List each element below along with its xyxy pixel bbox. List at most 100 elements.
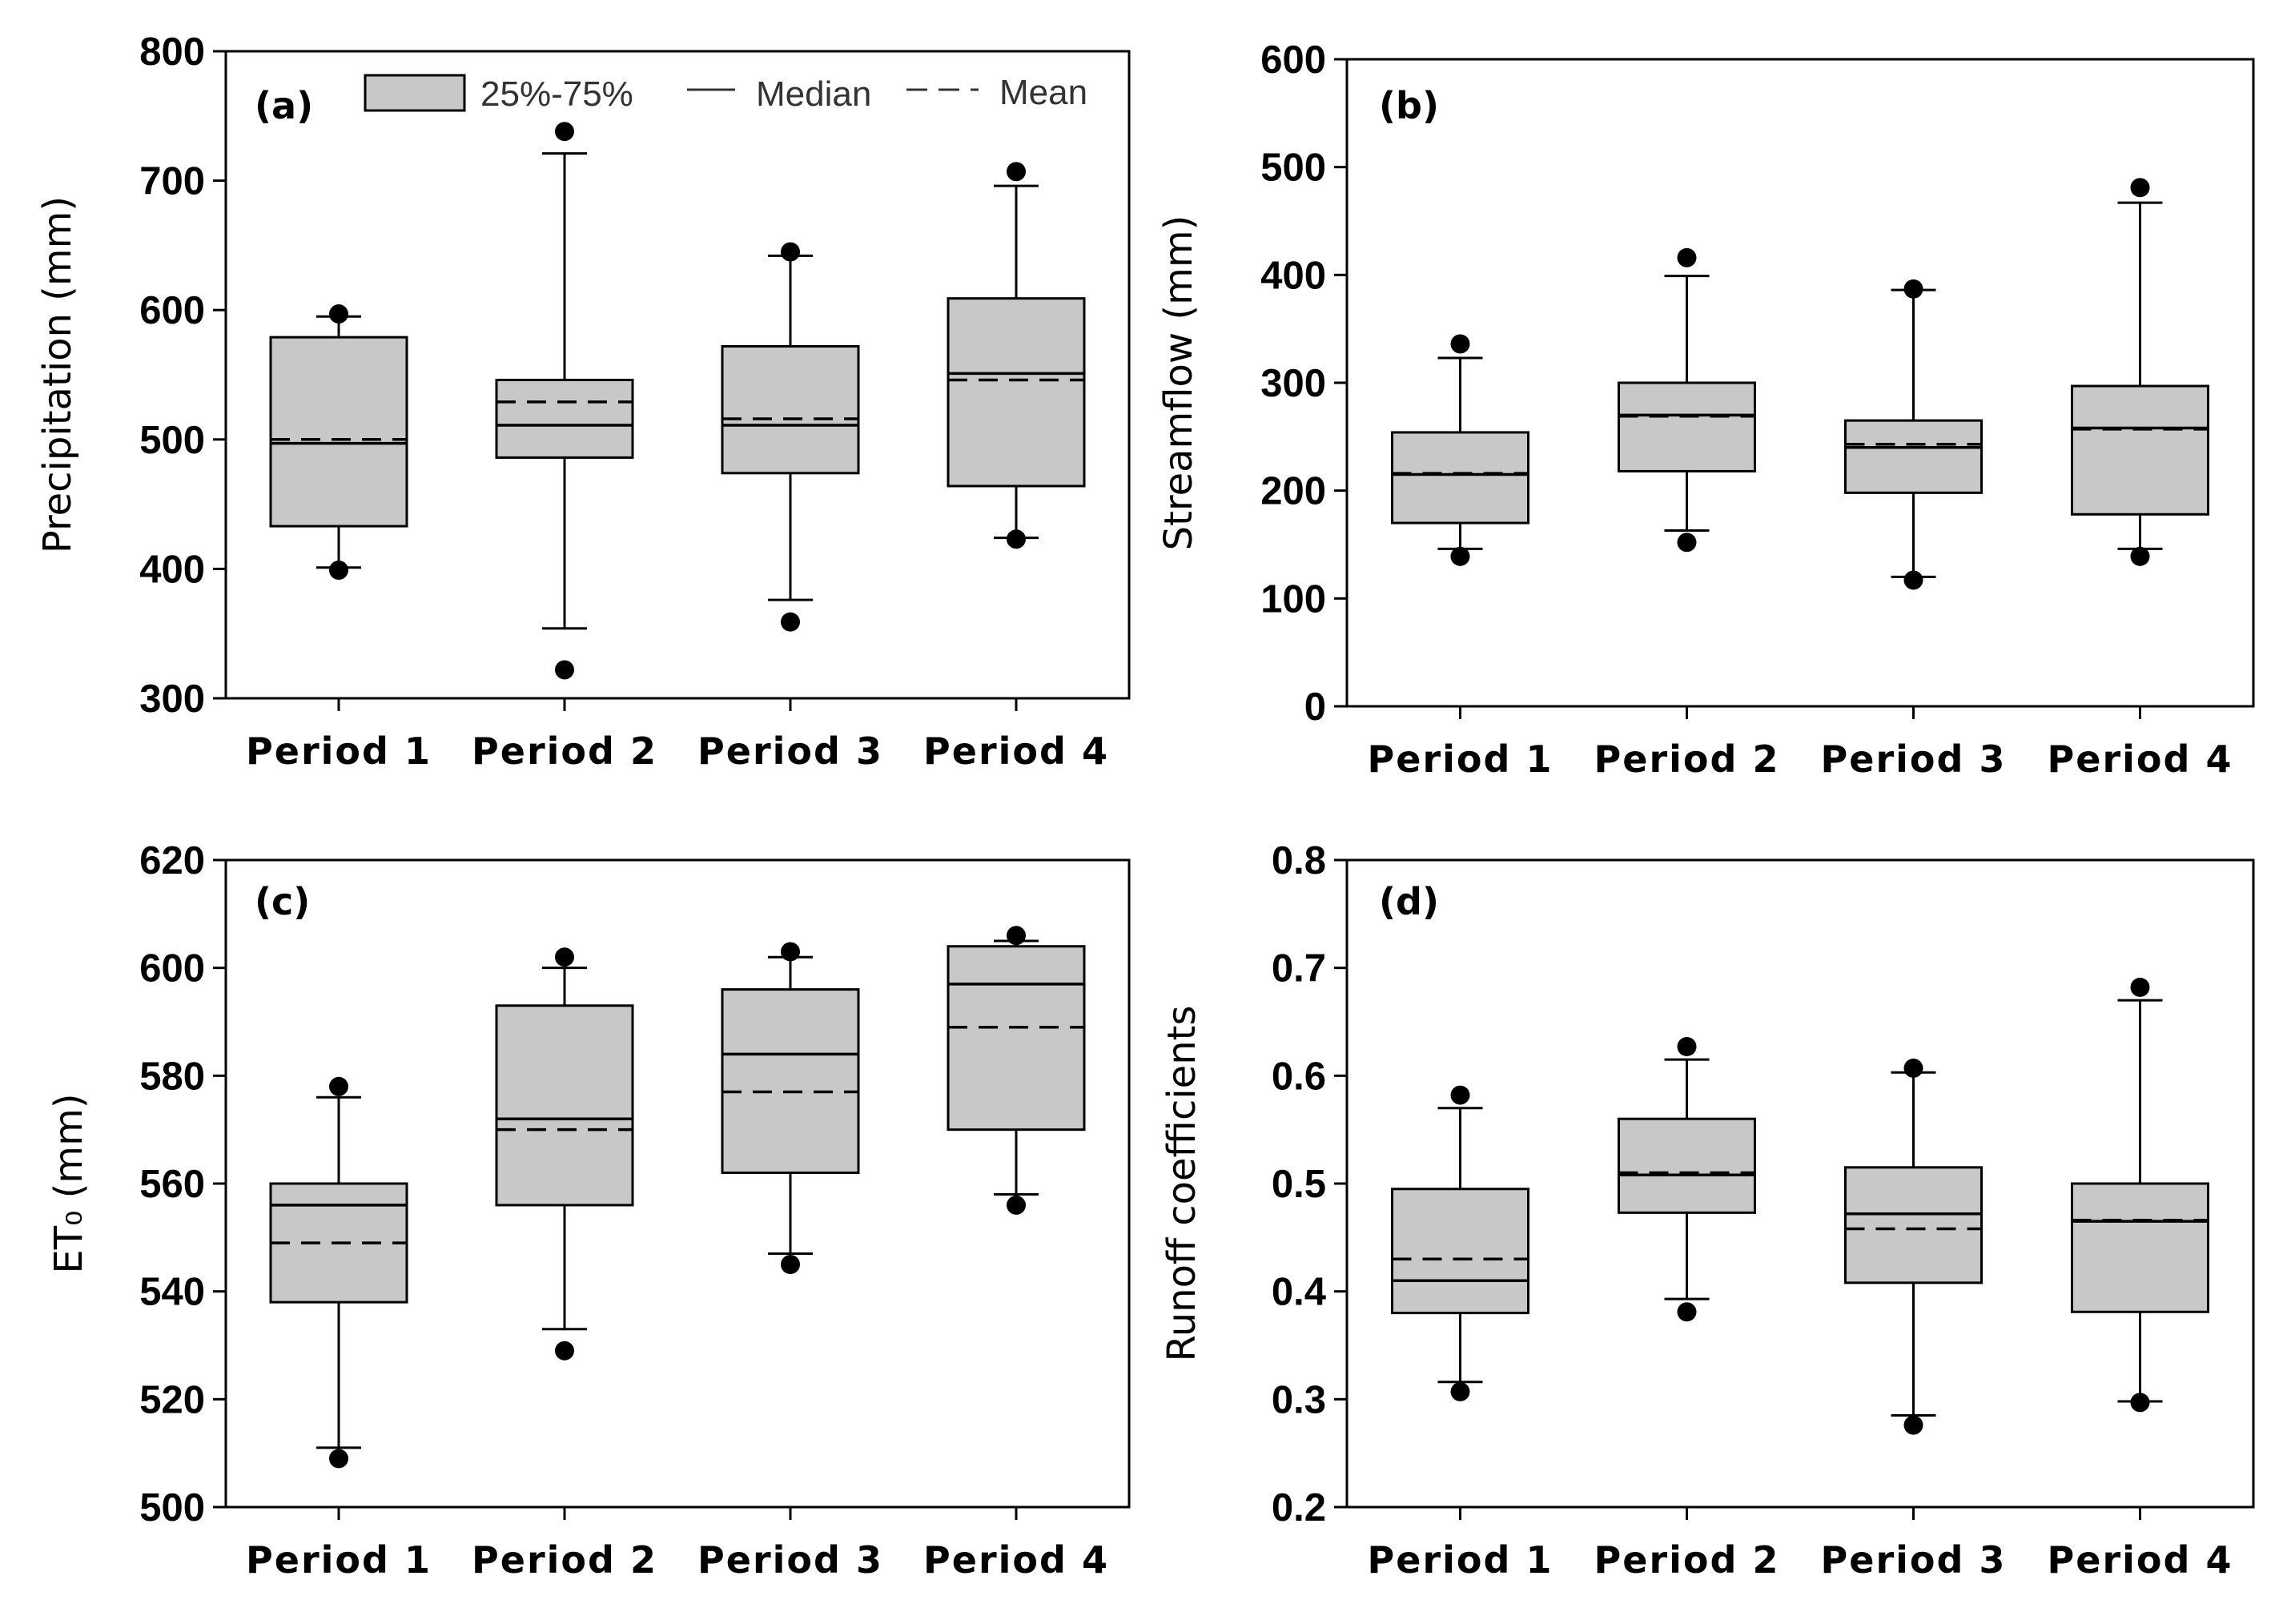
x-tick-label: Period 4: [923, 730, 1109, 773]
y-tick-label: 0.4: [1272, 1271, 1326, 1314]
x-axis: Period 1 Period 2 Period 3 Period 4: [1368, 738, 2233, 781]
box-2: [495, 947, 634, 1520]
x-tick-label: Period 2: [1594, 1538, 1780, 1582]
x-axis: Period 1 Period 2 Period 3 Period 4: [246, 730, 1109, 773]
y-tick-label: 500: [139, 1486, 205, 1530]
outlier-point: [781, 942, 800, 962]
outlier-point: [781, 242, 800, 262]
outlier-point: [555, 122, 574, 142]
y-tick-label: 500: [1260, 147, 1326, 190]
y-tick-label: 600: [139, 289, 205, 332]
outlier-point: [1677, 1036, 1697, 1056]
outlier-point: [555, 1341, 574, 1361]
box-2: [495, 122, 634, 711]
outlier-point: [1903, 279, 1923, 299]
y-tick-label: 700: [139, 160, 205, 203]
outlier-point: [1007, 529, 1026, 549]
y-tick-label: 400: [1260, 254, 1326, 297]
panel-d: 0.20.30.40.50.60.70.8 Period 1 Period 2 Pe…: [1160, 839, 2255, 1582]
panel-label: (c): [255, 880, 310, 923]
y-tick-label: 600: [139, 947, 205, 991]
y-axis: 0.2 0.3 0.4 0.5 0.6 0.7 0.8: [1272, 839, 1347, 1530]
boxes: [1391, 977, 2209, 1520]
y-tick-label: 560: [139, 1163, 205, 1206]
x-tick-label: Period 1: [1368, 738, 1553, 781]
outlier-point: [1007, 1195, 1026, 1215]
outlier-point: [1007, 926, 1026, 946]
y-tick-label: 200: [1260, 470, 1326, 513]
x-tick-label: Period 1: [246, 1538, 432, 1582]
y-tick-label: 0.5: [1272, 1163, 1326, 1206]
iqr-box: [1844, 419, 1983, 494]
outlier-point: [329, 304, 348, 324]
x-tick-label: Period 3: [697, 1538, 883, 1582]
x-tick-label: Period 4: [2048, 738, 2233, 781]
iqr-box: [721, 988, 860, 1175]
legend-median-label: Median: [756, 74, 871, 114]
boxes: [269, 122, 1086, 711]
outlier-point: [1903, 1415, 1923, 1435]
y-axis: 500 520 540 560 580 600 620: [139, 839, 226, 1530]
outlier-point: [781, 612, 800, 632]
outlier-point: [1677, 533, 1697, 553]
x-tick-label: Period 4: [923, 1538, 1109, 1582]
outlier-point: [1903, 1058, 1923, 1078]
y-axis-title: Streamflow (mm): [1156, 215, 1201, 551]
y-tick-label: 540: [139, 1271, 205, 1314]
box-2: [1618, 1036, 1756, 1520]
x-tick-label: Period 3: [1821, 1538, 2007, 1582]
outlier-point: [555, 947, 574, 967]
y-axis: 300 400 500 600 700 800: [139, 30, 226, 721]
box-1: [1391, 1085, 1529, 1520]
y-tick-label: 600: [1260, 38, 1326, 82]
y-axis-title: Precipitation (mm): [35, 196, 80, 553]
y-tick-label: 0.2: [1272, 1486, 1326, 1530]
x-tick-label: Period 1: [246, 730, 432, 773]
outlier-point: [2130, 178, 2150, 198]
y-tick-label: 800: [139, 30, 205, 74]
y-tick-label: 0.3: [1272, 1378, 1326, 1421]
iqr-box: [1618, 1117, 1756, 1214]
box-3: [1844, 1058, 1983, 1520]
box-4: [947, 162, 1086, 711]
y-axis: 0 100 200 300 400 500 600: [1260, 38, 1347, 729]
y-axis-title: ET₀ (mm): [46, 1093, 91, 1273]
outlier-point: [2130, 977, 2150, 997]
boxes: [269, 926, 1086, 1520]
iqr-box: [2071, 384, 2209, 516]
y-tick-label: 0.8: [1272, 839, 1326, 882]
box-3: [721, 242, 860, 711]
box-1: [269, 304, 408, 711]
outlier-point: [329, 1449, 348, 1469]
x-axis: Period 1 Period 2 Period 3 Period 4: [1368, 1538, 2233, 1582]
outlier-point: [781, 1255, 800, 1274]
x-tick-label: Period 2: [472, 1538, 657, 1582]
outlier-point: [2130, 1393, 2150, 1413]
outlier-point: [2130, 546, 2150, 566]
x-tick-label: Period 2: [1594, 738, 1780, 781]
box-4: [2071, 977, 2209, 1520]
outlier-point: [1450, 1085, 1470, 1105]
iqr-box: [1391, 1188, 1529, 1315]
iqr-box: [1618, 381, 1756, 472]
y-tick-label: 620: [139, 839, 205, 882]
x-tick-label: Period 4: [2048, 1538, 2233, 1582]
iqr-box: [1844, 1166, 1983, 1284]
iqr-box: [495, 378, 634, 459]
box-4: [947, 926, 1086, 1520]
outlier-point: [1450, 546, 1470, 566]
box-3: [1844, 279, 1983, 719]
iqr-box: [495, 1004, 634, 1207]
y-tick-label: 520: [139, 1378, 205, 1421]
outlier-point: [555, 660, 574, 680]
iqr-box: [947, 297, 1086, 488]
y-tick-label: 0.6: [1272, 1055, 1326, 1098]
plot-frame: [1345, 58, 2255, 708]
outlier-point: [1450, 334, 1470, 354]
iqr-box: [947, 945, 1086, 1132]
iqr-box: [2071, 1182, 2209, 1313]
outlier-point: [1903, 570, 1923, 590]
x-tick-label: Period 3: [697, 730, 883, 773]
iqr-box: [721, 344, 860, 475]
